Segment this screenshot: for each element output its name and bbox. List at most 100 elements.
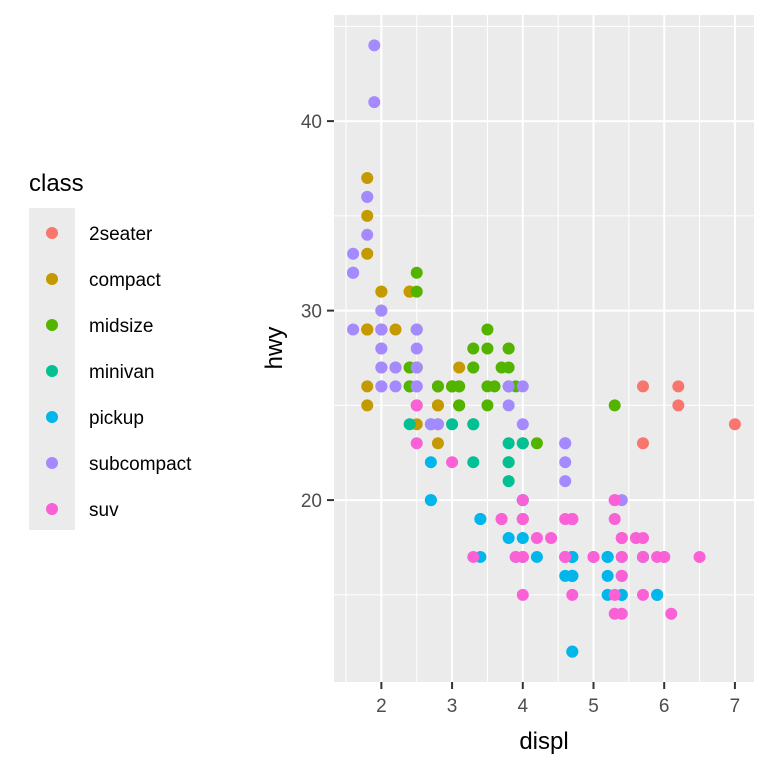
legend: class 2seater compact midsize minivan pickup… <box>29 170 192 530</box>
data-point <box>410 361 423 374</box>
data-point <box>347 323 360 336</box>
legend-label: midsize <box>89 316 153 337</box>
data-point <box>431 399 444 412</box>
data-point <box>502 456 515 469</box>
data-point <box>530 437 543 450</box>
legend-label: pickup <box>89 408 144 429</box>
data-point <box>410 342 423 355</box>
data-point <box>361 209 374 222</box>
data-point <box>410 323 423 336</box>
x-axis: 2 3 4 5 6 7 <box>376 682 740 717</box>
data-point <box>361 171 374 184</box>
data-point <box>516 418 529 431</box>
data-point <box>375 323 388 336</box>
data-point <box>375 361 388 374</box>
data-point <box>516 531 529 544</box>
data-point <box>615 569 628 582</box>
data-point <box>502 342 515 355</box>
data-point <box>636 588 649 601</box>
data-point <box>446 418 459 431</box>
series-minivan <box>403 418 529 488</box>
data-point <box>375 285 388 298</box>
data-point <box>474 513 487 526</box>
data-points <box>347 39 741 658</box>
data-point <box>368 96 381 109</box>
data-point <box>467 418 480 431</box>
data-point <box>347 247 360 260</box>
data-point <box>672 380 685 393</box>
legend-key <box>46 457 58 469</box>
data-point <box>446 456 459 469</box>
data-point <box>431 418 444 431</box>
data-point <box>375 342 388 355</box>
data-point <box>431 437 444 450</box>
legend-key <box>46 411 58 423</box>
data-point <box>495 361 508 374</box>
x-tick-label: 4 <box>517 696 528 717</box>
data-point <box>559 550 572 563</box>
data-point <box>566 513 579 526</box>
data-point <box>481 380 494 393</box>
legend-label: 2seater <box>89 224 153 245</box>
data-point <box>516 588 529 601</box>
data-point <box>389 380 402 393</box>
x-tick-label: 2 <box>376 696 387 717</box>
data-point <box>453 361 466 374</box>
data-point <box>608 588 621 601</box>
y-tick-label: 40 <box>301 112 322 133</box>
data-point <box>693 550 706 563</box>
legend-key <box>46 503 58 515</box>
data-point <box>424 494 437 507</box>
plot-panel <box>334 15 754 682</box>
data-point <box>629 531 642 544</box>
y-axis: 20 30 40 <box>301 112 334 512</box>
data-point <box>453 399 466 412</box>
data-point <box>615 531 628 544</box>
data-point <box>375 304 388 317</box>
legend-key <box>46 273 58 285</box>
data-point <box>361 228 374 241</box>
data-point <box>410 285 423 298</box>
data-point <box>361 190 374 203</box>
data-point <box>651 588 664 601</box>
series-subcompact <box>347 39 628 507</box>
data-point <box>495 513 508 526</box>
data-point <box>467 361 480 374</box>
data-point <box>347 266 360 279</box>
data-point <box>431 380 444 393</box>
y-tick-label: 30 <box>301 302 322 323</box>
data-point <box>636 380 649 393</box>
data-point <box>502 380 515 393</box>
legend-title: class <box>29 170 84 197</box>
data-point <box>410 437 423 450</box>
panel-background <box>334 15 754 682</box>
data-point <box>410 266 423 279</box>
data-point <box>502 531 515 544</box>
data-point <box>410 399 423 412</box>
data-point <box>658 550 671 563</box>
data-point <box>403 418 416 431</box>
data-point <box>481 323 494 336</box>
y-axis-title: hwy <box>261 327 288 370</box>
data-point <box>389 361 402 374</box>
data-point <box>516 437 529 450</box>
legend-label: minivan <box>89 362 154 383</box>
data-point <box>467 456 480 469</box>
data-point <box>453 380 466 393</box>
data-point <box>608 494 621 507</box>
series-suv <box>410 399 706 620</box>
legend-key <box>46 319 58 331</box>
series-2seater <box>636 380 741 450</box>
data-point <box>361 247 374 260</box>
x-axis-title: displ <box>519 728 568 755</box>
data-point <box>502 475 515 488</box>
y-tick-label: 20 <box>301 491 322 512</box>
x-tick-label: 7 <box>730 696 741 717</box>
legend-key <box>46 227 58 239</box>
data-point <box>636 550 649 563</box>
data-point <box>566 645 579 658</box>
data-point <box>467 342 480 355</box>
data-point <box>361 323 374 336</box>
data-point <box>502 399 515 412</box>
